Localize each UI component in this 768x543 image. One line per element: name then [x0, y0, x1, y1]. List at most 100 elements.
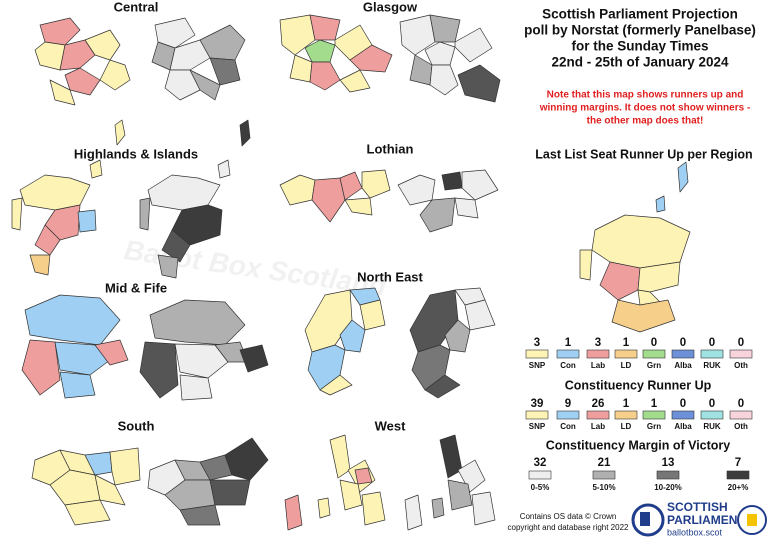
note-line: winning margins. It does not show winner… [539, 103, 751, 114]
legend-party: LD [621, 361, 632, 370]
legend-count: 0 [709, 398, 715, 410]
legend-party: Lab [591, 422, 605, 431]
midfife-runner-up-map [21, 294, 129, 399]
note-line: the other map does that! [587, 116, 704, 127]
legend-label: 10-20% [654, 483, 682, 492]
region-title: Central [114, 0, 159, 14]
legend-label: 5-10% [592, 483, 615, 492]
highlands-margin-map [139, 119, 251, 279]
legend-swatch [525, 410, 549, 420]
credit-line: copyright and database right 2022 [508, 523, 630, 532]
legend-party: Grn [647, 422, 661, 431]
legend-party: Lab [591, 361, 605, 370]
lothian-margin-map [397, 169, 499, 233]
northeast-runner-up-map [304, 287, 386, 396]
legend-count: 1 [623, 398, 630, 410]
legend-swatch [525, 349, 549, 359]
legend-swatch [700, 410, 724, 420]
legend-count: 0 [651, 337, 657, 349]
legend-party: LD [621, 422, 632, 431]
legend-title: Constituency Runner Up [565, 378, 712, 392]
legend-party: SNP [529, 422, 546, 431]
logo-box [640, 512, 650, 526]
legend-party: Con [560, 422, 576, 431]
legend-count: 0 [709, 337, 715, 349]
highlands-runner-up-map [11, 119, 126, 276]
logo-url: ballotbox.scot [667, 527, 723, 537]
legend-count: 32 [534, 457, 547, 469]
legend-swatch [726, 470, 750, 480]
legend-count: 0 [680, 337, 686, 349]
logo-text: SCOTTISH [667, 500, 728, 514]
region-title: Mid & Fife [105, 280, 167, 295]
legend-count: 21 [598, 457, 611, 469]
legend-count: 39 [531, 398, 544, 410]
west-margin-map [404, 434, 496, 531]
west-runner-up-map [284, 434, 386, 531]
legend-swatch [700, 349, 724, 359]
legend-count: 1 [565, 337, 572, 349]
legend-count: 3 [534, 337, 540, 349]
legend-swatch [586, 349, 610, 359]
legend-swatch [671, 410, 695, 420]
region-title: Lothian [367, 141, 414, 156]
legend-count: 0 [738, 398, 744, 410]
legend-swatch [671, 349, 695, 359]
legend-party: Oth [734, 361, 748, 370]
legend-count: 7 [735, 457, 741, 469]
legend-count: 0 [680, 398, 686, 410]
legend-swatch [656, 470, 680, 480]
central-margin-map [151, 17, 246, 101]
logo-text: PARLIAMENT [667, 513, 745, 527]
note-line: Note that this map shows runners up and [547, 90, 744, 101]
title-line: for the Sunday Times [571, 39, 708, 54]
region-title: Glasgow [363, 0, 418, 14]
legend-count: 3 [595, 337, 601, 349]
title-line: 22nd - 25th of January 2024 [551, 55, 729, 70]
logo-badge-box [747, 514, 757, 526]
legend-party: SNP [529, 361, 546, 370]
title-line: poll by Norstat (formerly Panelbase) [524, 23, 756, 38]
legend-swatch [586, 410, 610, 420]
legend-party: Alba [674, 361, 692, 370]
legend-swatch [729, 349, 753, 359]
legend-swatch [642, 349, 666, 359]
title-line: Scottish Parliament Projection [542, 7, 738, 22]
legend-party: Grn [647, 361, 661, 370]
legend-title: Last List Seat Runner Up per Region [535, 147, 752, 161]
central-runner-up-map [34, 17, 131, 106]
region-title: Highlands & Islands [74, 146, 198, 161]
midfife-margin-map [139, 299, 269, 401]
legend-party: Alba [674, 422, 692, 431]
legend-swatch [614, 349, 638, 359]
legend-party: RUK [703, 422, 721, 431]
region-title: West [375, 418, 406, 433]
legend-count: 26 [592, 398, 605, 410]
legend-title: Constituency Margin of Victory [546, 438, 731, 452]
legend-count: 9 [565, 398, 571, 410]
northeast-margin-map [409, 287, 496, 399]
legend-swatch [528, 470, 552, 480]
south-margin-map [147, 437, 269, 526]
south-runner-up-map [31, 447, 141, 526]
legend-count: 1 [651, 398, 658, 410]
logo: SCOTTISH PARLIAMENT ballotbox.scot [631, 500, 767, 537]
legend-swatch [642, 410, 666, 420]
legend-swatch [729, 410, 753, 420]
region-title: South [118, 418, 155, 433]
glasgow-margin-map [399, 14, 501, 103]
glasgow-runner-up-map [279, 14, 393, 93]
region-title: North East [357, 269, 423, 284]
scotland-list-runner-up-map [579, 161, 691, 333]
legend-swatch [614, 410, 638, 420]
legend-swatch [556, 410, 580, 420]
lothian-runner-up-map [279, 169, 391, 223]
legend-label: 0-5% [531, 483, 550, 492]
legend-swatch [592, 470, 616, 480]
legend-party: RUK [703, 361, 721, 370]
legend-swatch [556, 349, 580, 359]
legend-label: 20+% [728, 483, 749, 492]
legend-party: Oth [734, 422, 748, 431]
legend-count: 0 [738, 337, 744, 349]
